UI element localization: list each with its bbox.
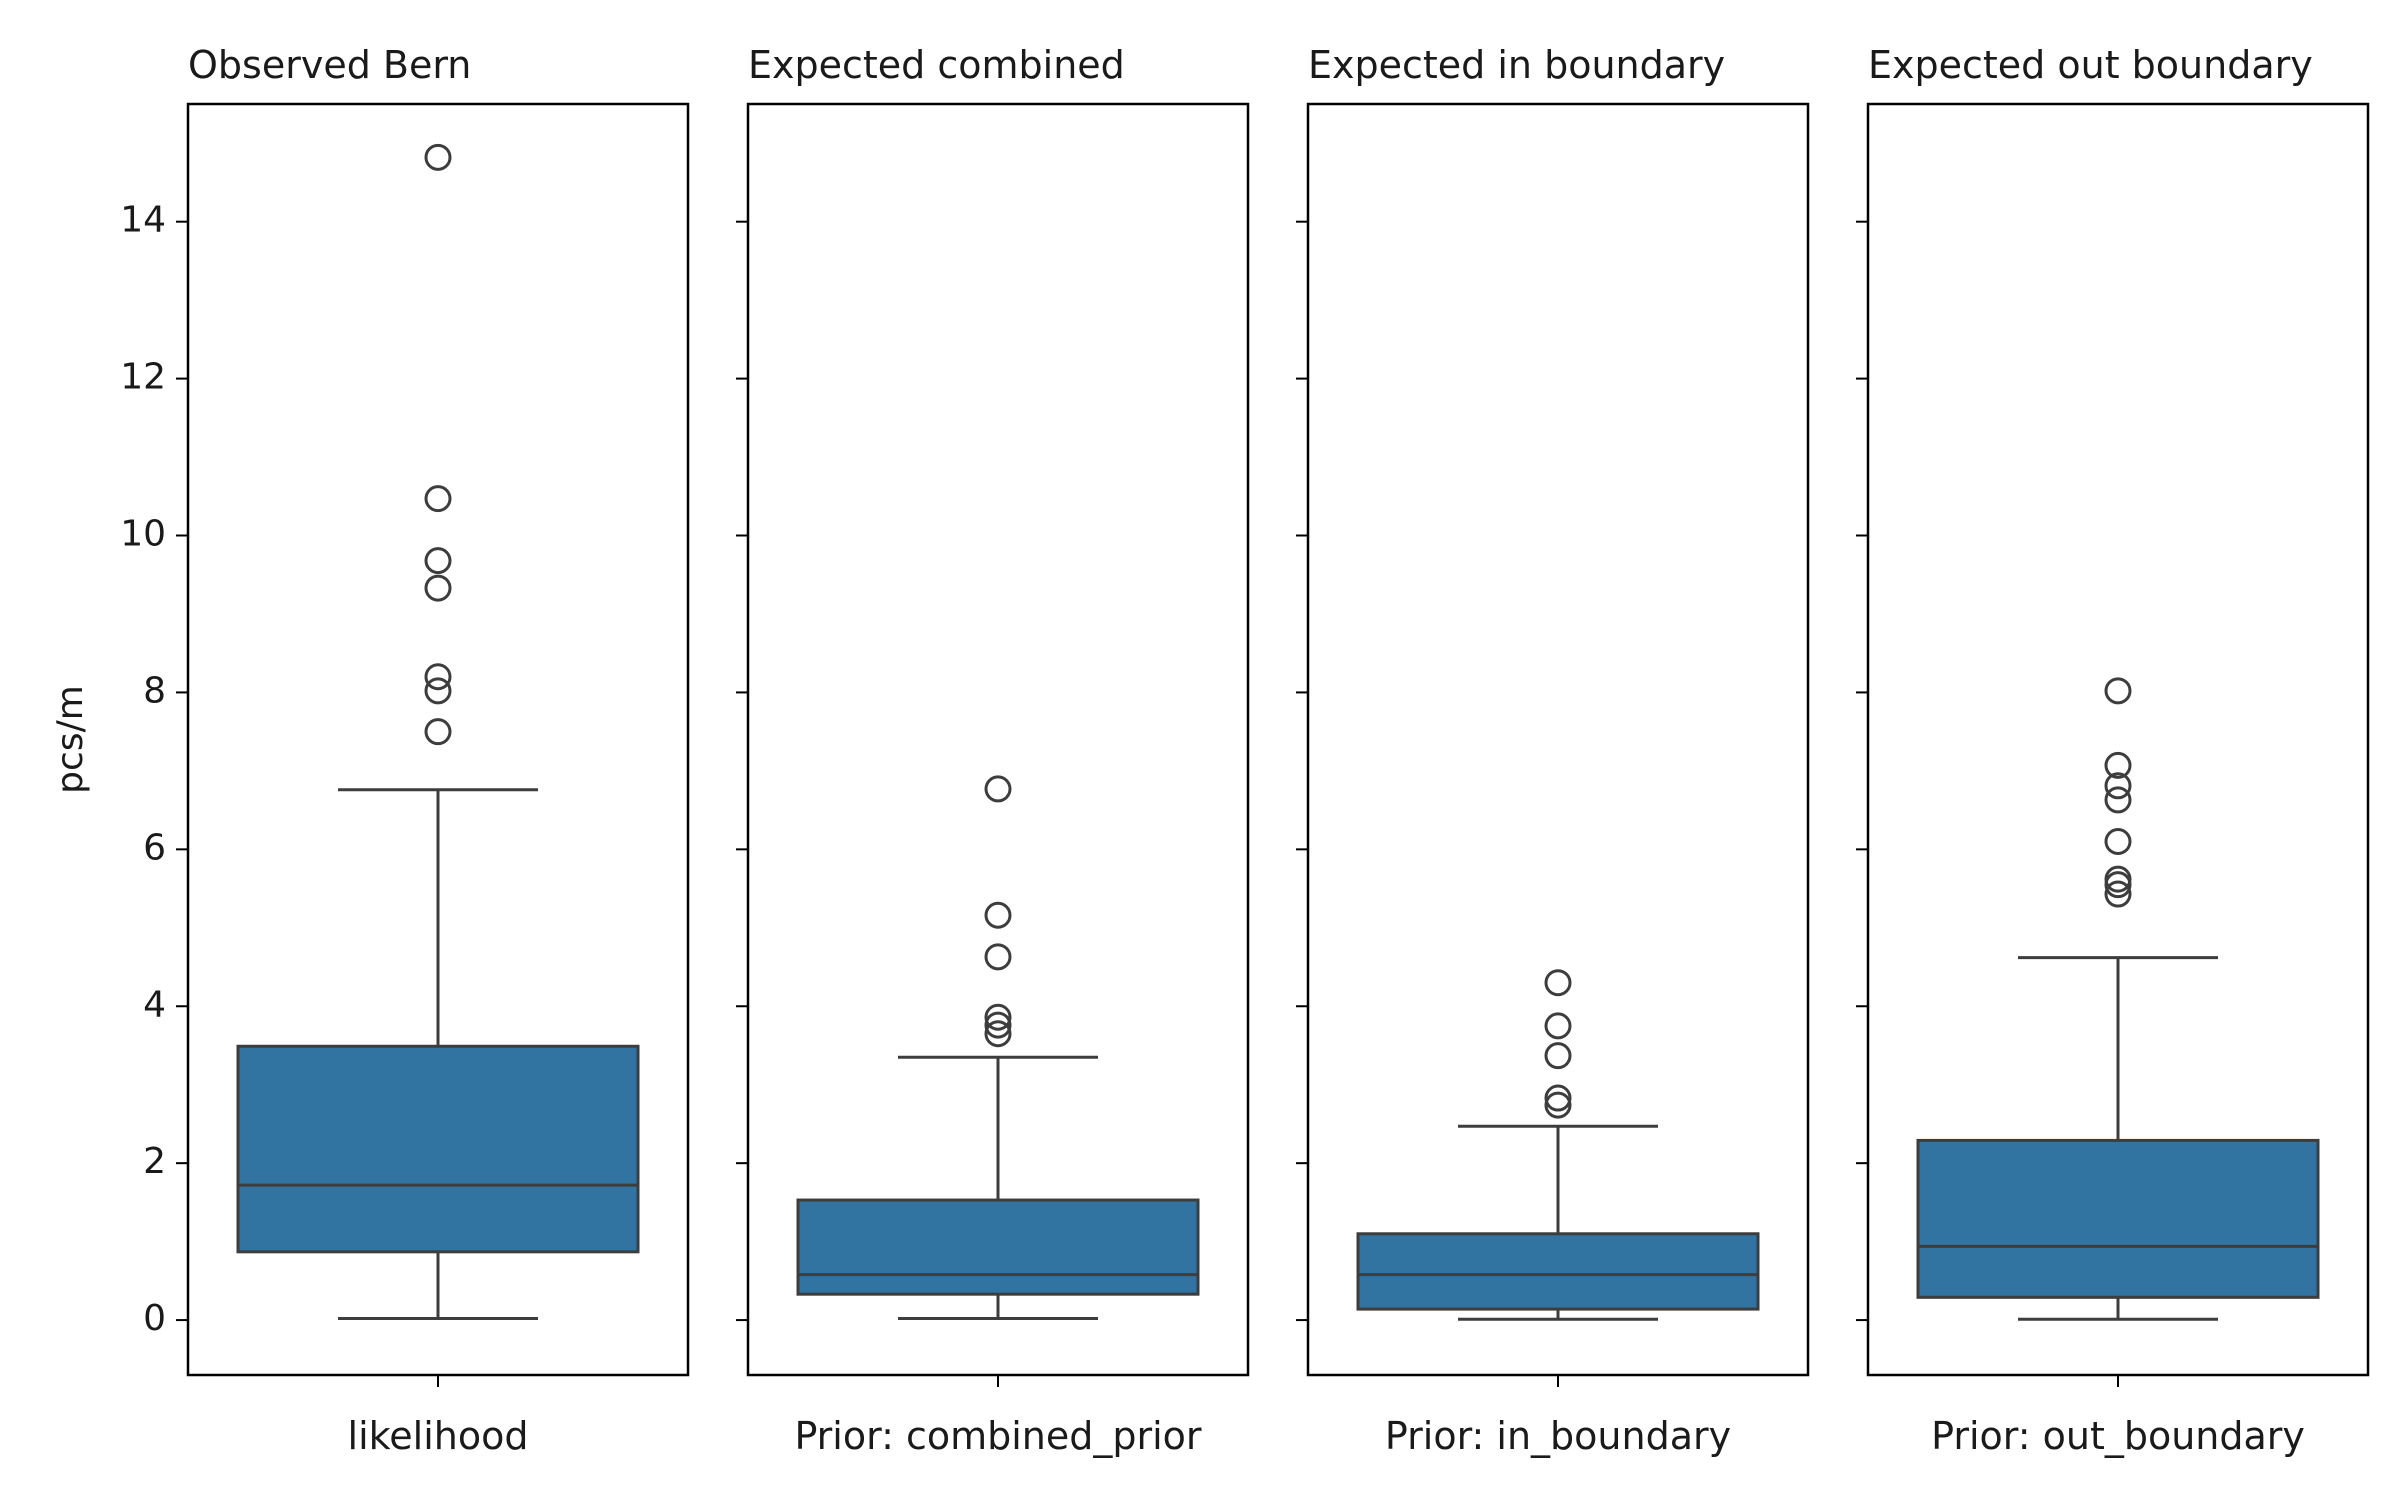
panel-frame-2 <box>1306 102 1810 1377</box>
outlier-point-3-2 <box>2104 865 2132 893</box>
outlier-point-0-3 <box>424 574 452 602</box>
outlier-point-3-3 <box>2104 827 2132 855</box>
outlier-point-3-4 <box>2104 786 2132 814</box>
y-tick-label-4: 4 <box>143 984 166 1025</box>
category-label-0: likelihood <box>348 1414 529 1458</box>
outlier-point-3-0 <box>2104 880 2132 908</box>
outlier-point-0-4 <box>424 547 452 575</box>
outlier-point-2-2 <box>1544 1042 1572 1070</box>
outlier-point-0-0 <box>424 718 452 746</box>
outlier-point-3-7 <box>2104 677 2132 705</box>
y-tick-label-14: 14 <box>120 200 166 241</box>
category-label-3: Prior: out_boundary <box>1931 1414 2305 1458</box>
outlier-point-2-0 <box>1544 1091 1572 1119</box>
outlier-point-2-3 <box>1544 1012 1572 1040</box>
outlier-point-0-6 <box>424 143 452 171</box>
outlier-point-3-6 <box>2104 751 2132 779</box>
iqr-box-1 <box>796 1198 1200 1296</box>
category-label-1: Prior: combined_prior <box>794 1414 1201 1458</box>
outlier-point-1-3 <box>984 943 1012 971</box>
panel-frame-3 <box>1866 102 2370 1377</box>
outlier-point-1-1 <box>984 1011 1012 1039</box>
outlier-point-1-0 <box>984 1020 1012 1048</box>
outlier-point-2-4 <box>1544 969 1572 997</box>
panel-frame-0 <box>186 102 690 1377</box>
outlier-point-3-5 <box>2104 772 2132 800</box>
outlier-point-0-5 <box>424 485 452 513</box>
outlier-point-1-2 <box>984 1003 1012 1031</box>
iqr-box-3 <box>1916 1138 2320 1299</box>
outlier-point-0-1 <box>424 677 452 705</box>
outlier-point-0-2 <box>424 663 452 691</box>
category-label-2: Prior: in_boundary <box>1385 1414 1731 1458</box>
panel-title-2: Expected in boundary <box>1308 43 1725 87</box>
y-tick-label-6: 6 <box>143 827 166 868</box>
panel-title-3: Expected out boundary <box>1868 43 2313 87</box>
y-tick-label-8: 8 <box>143 670 166 711</box>
iqr-box-0 <box>236 1044 640 1254</box>
y-axis-label: pcs/m <box>50 685 91 794</box>
panel-title-1: Expected combined <box>748 43 1125 87</box>
y-tick-label-10: 10 <box>120 514 166 555</box>
y-tick-label-2: 2 <box>143 1141 166 1182</box>
iqr-box-2 <box>1356 1232 1760 1311</box>
outlier-point-1-4 <box>984 901 1012 929</box>
panel-frame-1 <box>746 102 1250 1377</box>
y-tick-label-0: 0 <box>143 1298 166 1339</box>
outlier-point-1-5 <box>984 775 1012 803</box>
outlier-point-2-1 <box>1544 1084 1572 1112</box>
y-tick-label-12: 12 <box>120 357 166 398</box>
panel-title-0: Observed Bern <box>188 43 471 87</box>
